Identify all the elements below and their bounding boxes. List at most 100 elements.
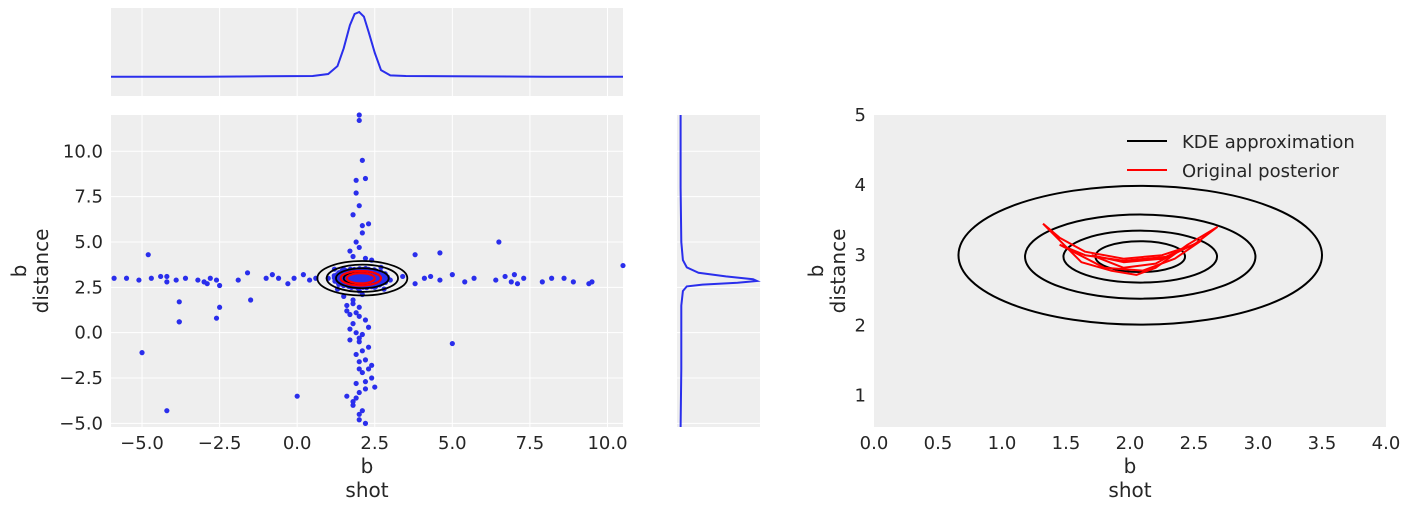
legend-label-posterior: Original posterior [1182, 161, 1340, 182]
scatter-point [356, 339, 362, 345]
contour-x-tick-label: 1.5 [1052, 433, 1081, 454]
scatter-point [356, 359, 362, 365]
scatter-point [139, 350, 145, 356]
marginal-y-panel [677, 115, 761, 428]
scatter-point [362, 255, 369, 261]
scatter-point [353, 351, 359, 358]
scatter-point [344, 393, 350, 399]
scatter-point [356, 244, 362, 251]
scatter-point [502, 273, 508, 280]
scatter-point [291, 275, 297, 281]
joint-kde-contour [325, 263, 399, 293]
scatter-point [350, 301, 356, 307]
scatter-point [195, 277, 201, 283]
scatter-point [356, 411, 362, 417]
contour-x-tick-label: 4.0 [1372, 433, 1401, 454]
scatter-point [356, 117, 362, 124]
contour-x-tick-label: 3.5 [1308, 433, 1337, 454]
scatter-point [511, 272, 517, 278]
joint-y-tick-labels: −5.0 −2.5 0.0 2.5 5.0 7.5 10.0 [59, 141, 103, 434]
joint-y-label-line2: distance [29, 229, 53, 314]
joint-x-tick-label: 5.0 [438, 433, 467, 454]
scatter-point [359, 157, 365, 163]
scatter-point [294, 393, 300, 399]
marginal-y-background [677, 115, 760, 427]
scatter-point [269, 272, 275, 278]
kde-contour-line [1062, 229, 1219, 284]
scatter-point [350, 399, 356, 405]
scatter-point [350, 297, 356, 303]
scatter-point [347, 337, 353, 343]
scatter-point [359, 369, 365, 376]
scatter-point [362, 379, 369, 385]
contour-x-tick-labels: 0.0 0.5 1.0 1.5 2.0 2.5 3.0 3.5 4.0 [860, 433, 1401, 454]
scatter-point [353, 330, 359, 336]
contour-x-tick-label: 2.5 [1180, 433, 1209, 454]
legend: KDE approximation Original posterior [1127, 132, 1355, 182]
scatter-point [350, 402, 356, 408]
legend-label-kde: KDE approximation [1182, 132, 1355, 153]
scatter-point [350, 253, 356, 260]
scatter-point [217, 282, 223, 289]
scatter-point [158, 273, 164, 280]
scatter-point [369, 362, 375, 368]
scatter-point [362, 420, 369, 426]
joint-kde-contour [335, 267, 390, 290]
scatter-point [365, 344, 372, 350]
scatter-point [176, 319, 182, 325]
scatter-point [213, 277, 220, 283]
kde-contour-line [957, 184, 1323, 326]
scatter-point [471, 275, 477, 281]
scatter-point [213, 315, 220, 321]
contour-y-tick-label: 1 [855, 385, 866, 406]
scatter-point [353, 190, 359, 196]
contour-kde-series [957, 184, 1323, 326]
joint-grid [111, 115, 623, 427]
joint-posterior-contour [339, 269, 383, 287]
scatter-point [275, 275, 282, 281]
scatter-point [111, 275, 117, 281]
scatter-point [549, 275, 555, 281]
contour-x-label-line2: shot [1108, 478, 1151, 502]
scatter-point [356, 112, 362, 118]
scatter-point [285, 281, 291, 287]
scatter-point [359, 331, 365, 338]
marginal-x-panel [111, 8, 623, 96]
scatter-point [248, 297, 254, 303]
scatter-point [356, 389, 362, 396]
scatter-point [362, 317, 369, 323]
scatter-point [359, 408, 365, 414]
scatter-point [437, 277, 443, 283]
joint-x-tick-label: 0.0 [283, 433, 312, 454]
kde-contour-line [1024, 213, 1257, 300]
scatter-point [462, 279, 468, 285]
joint-posterior-contour [345, 272, 376, 285]
joint-y-label-line1: b [7, 265, 31, 278]
contour-y-label-line2: distance [826, 229, 850, 314]
scatter-point [217, 304, 223, 310]
scatter-point [589, 279, 595, 285]
scatter-point [356, 417, 362, 423]
scatter-point [353, 177, 359, 183]
joint-x-tick-label: 10.0 [587, 433, 627, 454]
scatter-point [353, 380, 359, 387]
scatter-point [365, 221, 372, 227]
joint-y-tick-label: 7.5 [74, 187, 103, 208]
scatter-point [344, 308, 350, 314]
scatter-point [306, 277, 313, 283]
posterior-contour-line [1042, 222, 1218, 276]
joint-y-tick-label: 2.5 [74, 277, 103, 298]
contour-x-tick-label: 0.5 [924, 433, 953, 454]
scatter-point [344, 302, 350, 309]
scatter-point [359, 223, 365, 229]
scatter-point [359, 348, 365, 354]
contour-x-label-line1: b [1124, 454, 1137, 478]
contour-x-tick-label: 1.0 [988, 433, 1017, 454]
scatter-point [204, 281, 210, 287]
scatter-point [356, 304, 362, 310]
scatter-point [164, 279, 170, 285]
scatter-point [350, 212, 356, 218]
scatter-point [356, 335, 362, 341]
scatter-point [362, 386, 369, 392]
contour-y-label-line1: b [804, 265, 828, 278]
